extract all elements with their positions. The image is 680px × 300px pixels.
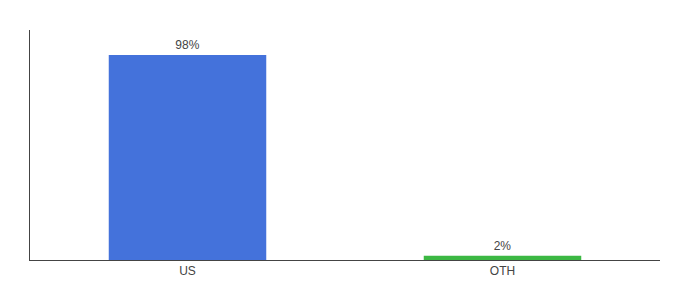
svg-text:OTH: OTH	[490, 264, 515, 278]
svg-text:98%: 98%	[175, 38, 199, 52]
svg-text:2%: 2%	[494, 239, 512, 253]
svg-text:US: US	[179, 264, 196, 278]
